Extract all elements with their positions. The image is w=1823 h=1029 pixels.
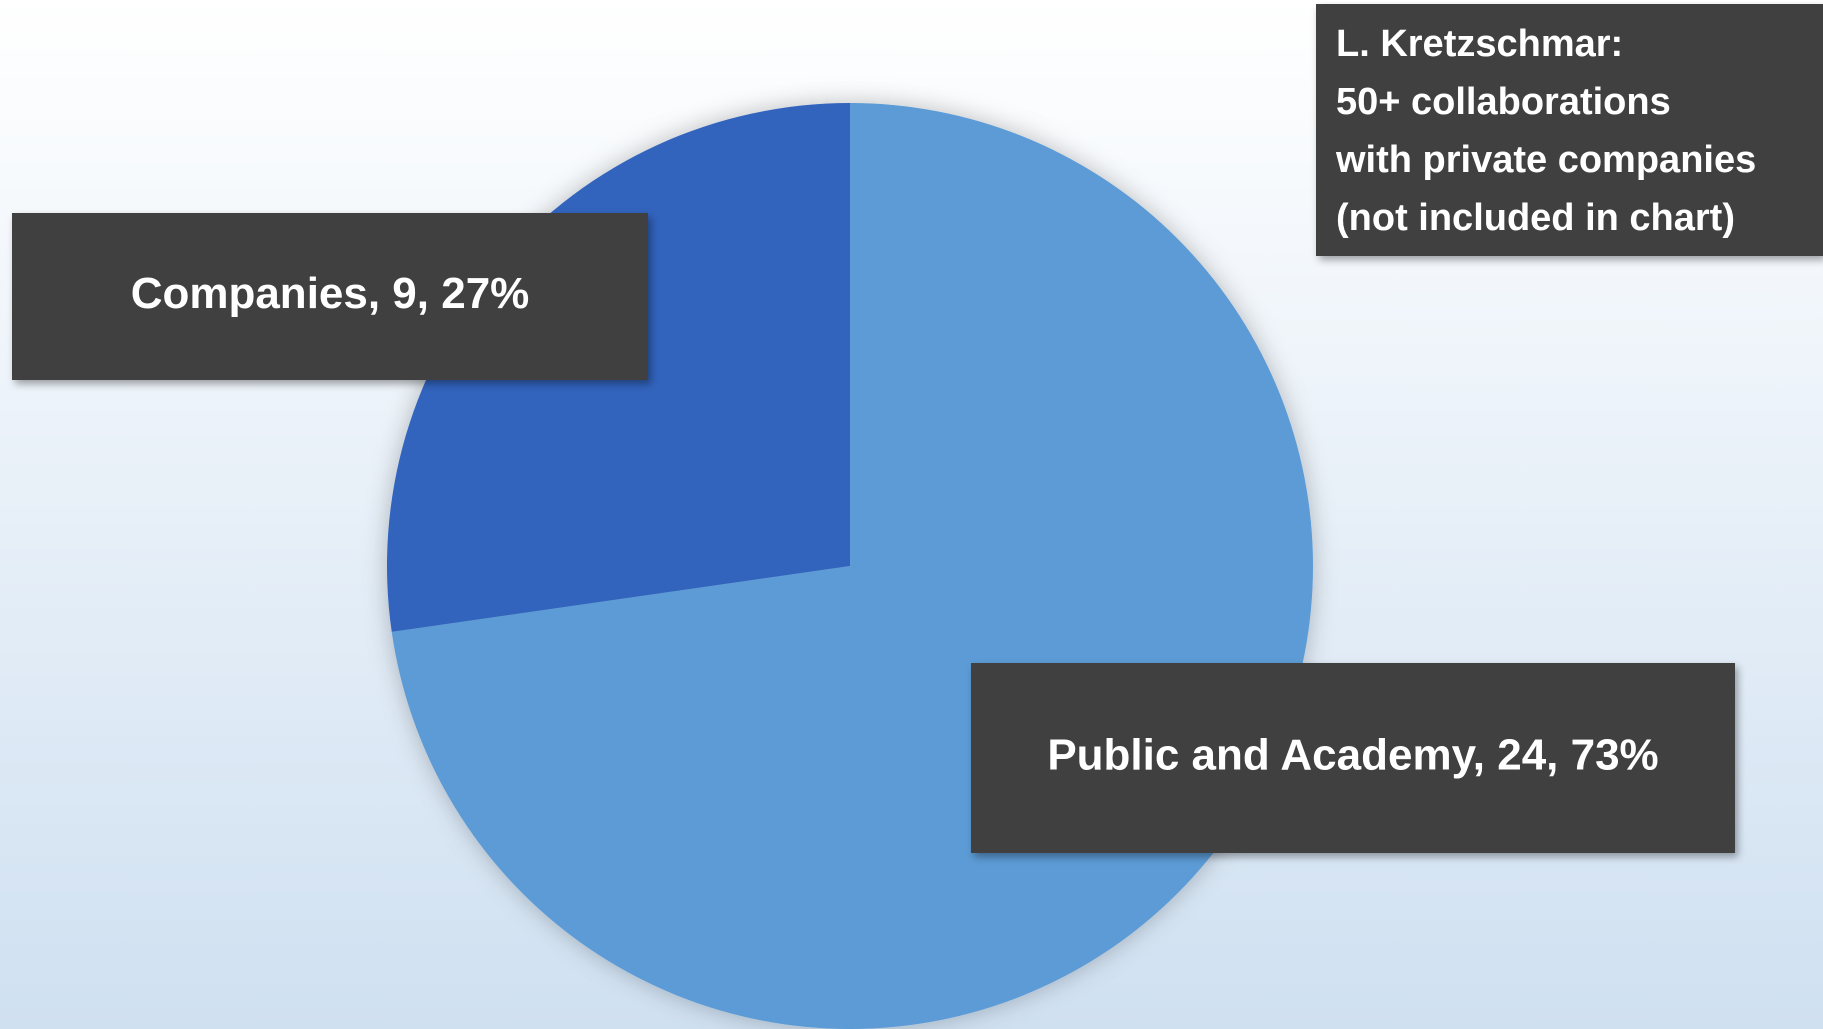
annotation-line: (not included in chart) — [1336, 197, 1735, 239]
data-labels: Public and Academy, 24, 73% Companies, 9,… — [12, 213, 1735, 853]
data-label: Companies, 9, 27% — [131, 269, 530, 318]
data-label-box — [12, 213, 648, 380]
data-label-box — [971, 663, 1735, 853]
annotation-line: L. Kretzschmar: — [1336, 23, 1623, 65]
annotation-line: 50+ collaborations — [1336, 81, 1671, 123]
annotation-line: with private companies — [1335, 139, 1756, 181]
annotation: L. Kretzschmar: 50+ collaborations with … — [1316, 4, 1823, 256]
data-label: Public and Academy, 24, 73% — [1047, 731, 1658, 780]
annotation-box — [1316, 4, 1823, 256]
